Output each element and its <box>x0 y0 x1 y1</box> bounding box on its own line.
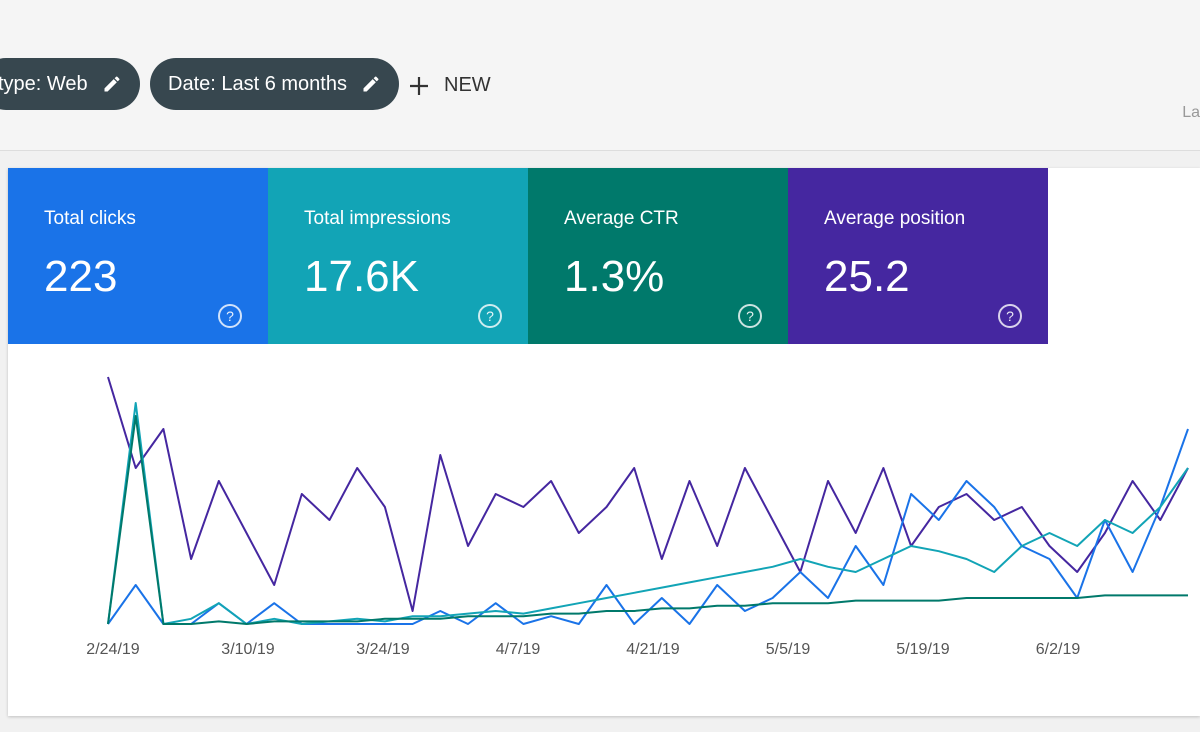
metric-label: Total impressions <box>304 208 451 229</box>
x-tick-label: 5/5/19 <box>766 641 811 658</box>
metric-label: Average CTR <box>564 208 679 229</box>
x-tick-label: 2/24/19 <box>86 641 139 658</box>
filter-bar: type: Web Date: Last 6 months NEW La <box>0 0 1200 151</box>
performance-panel: Total clicks 223? Total impressions 17.6K? A… <box>8 168 1200 716</box>
metric-label: Total clicks <box>44 208 136 229</box>
chip-label: Date: Last 6 months <box>168 72 347 95</box>
series-line <box>107 415 1188 625</box>
edit-icon <box>104 76 120 92</box>
chip-label: type: Web <box>0 72 88 95</box>
metric-value: 223 <box>44 252 118 301</box>
x-tick-label: 6/2/19 <box>1036 641 1081 658</box>
cut-text: La <box>1182 104 1200 121</box>
metric-card[interactable]: Average position 25.2? <box>788 168 1048 344</box>
edit-icon <box>363 76 379 92</box>
x-tick-label: 3/24/19 <box>356 641 409 658</box>
metric-card[interactable]: Total clicks 223? <box>8 168 268 344</box>
help-icon: ? <box>738 304 762 328</box>
x-tick-label: 3/10/19 <box>221 641 274 658</box>
x-tick-label: 4/21/19 <box>626 641 679 658</box>
chart: 2/24/19 3/10/19 3/24/19 4/7/19 4/21/19 5/5/19… <box>86 376 1189 658</box>
metric-label: Average position <box>824 208 966 229</box>
metric-value: 1.3% <box>564 252 665 301</box>
x-tick-label: 5/19/19 <box>896 641 949 658</box>
metric-value: 17.6K <box>304 252 419 301</box>
series-line <box>107 376 1189 612</box>
metric-card[interactable]: Total impressions 17.6K? <box>268 168 528 344</box>
x-tick-label: 4/7/19 <box>496 641 541 658</box>
date-chip[interactable]: Date: Last 6 months <box>150 58 399 110</box>
new-button[interactable]: NEW <box>408 74 491 97</box>
help-icon: ? <box>478 304 502 328</box>
help-icon: ? <box>998 304 1022 328</box>
type-chip[interactable]: type: Web <box>0 58 140 110</box>
plus-icon <box>410 76 428 95</box>
series-line <box>107 428 1189 625</box>
new-label: NEW <box>444 74 491 96</box>
help-icon: ? <box>218 304 242 328</box>
metric-card[interactable]: Average CTR 1.3%? <box>528 168 788 344</box>
metric-value: 25.2 <box>824 252 910 301</box>
metric-cards: Total clicks 223? Total impressions 17.6K? A… <box>8 168 1048 344</box>
